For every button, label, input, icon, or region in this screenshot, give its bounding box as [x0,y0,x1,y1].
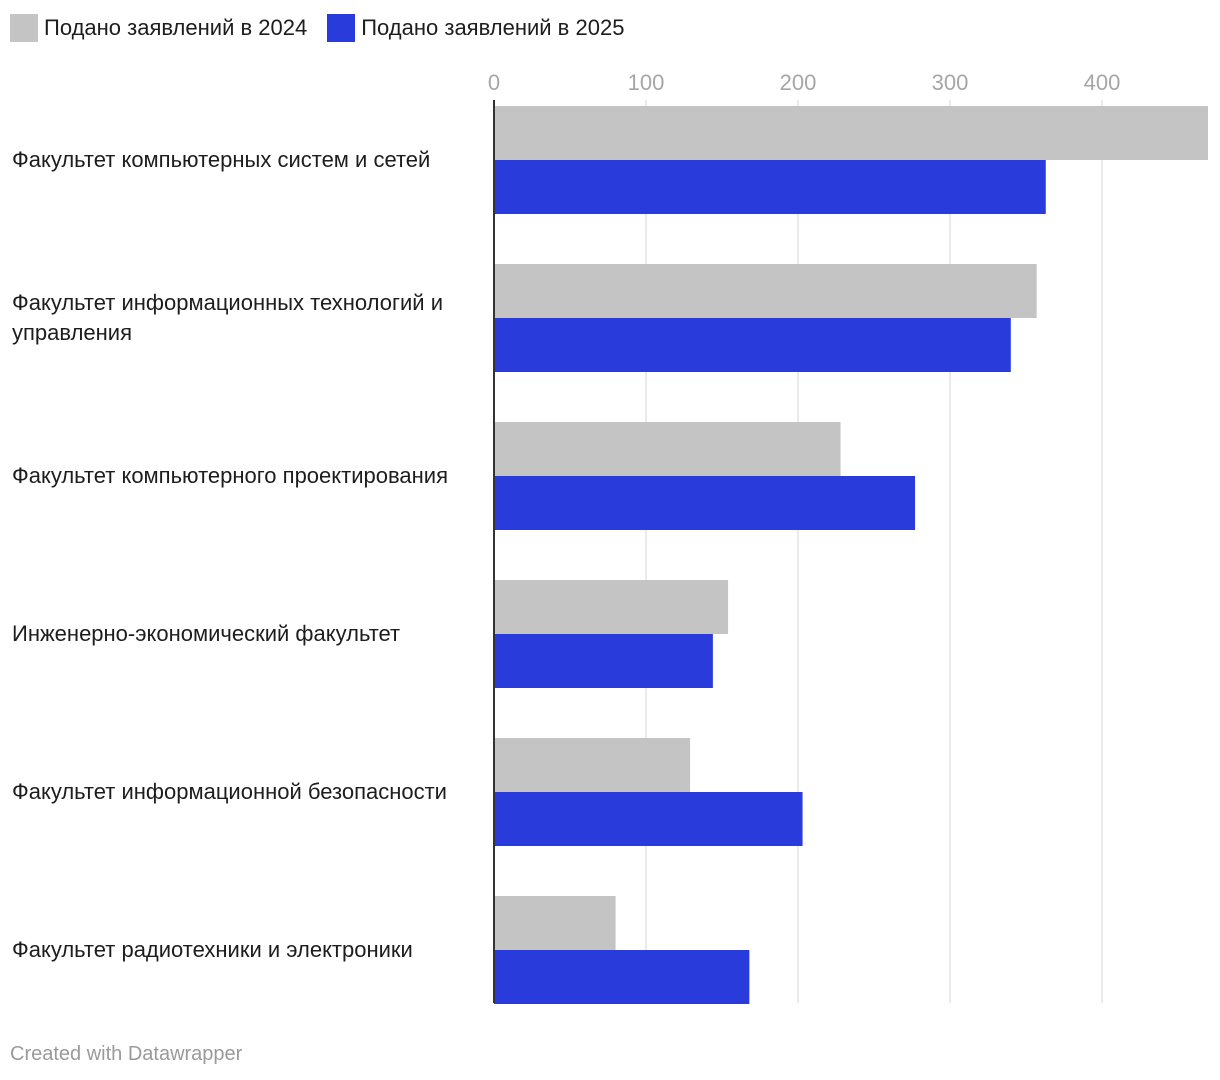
legend-swatch-2025 [327,14,356,42]
legend-label-2024: Подано заявлений в 2024 [44,15,308,40]
bar [494,106,1208,160]
category-label: Факультет компьютерного проектирования [12,463,449,488]
bar [494,264,1037,318]
category-label: Факультет компьютерных систем и сетей [12,147,431,172]
legend-swatch-2024 [10,14,38,42]
x-tick-label: 300 [932,70,969,95]
legend-item-2024: Подано заявлений в 2024 [10,14,307,42]
legend: Подано заявлений в 2024 Подано заявлений… [10,12,644,44]
bar [494,318,1011,372]
x-tick-label: 400 [1084,70,1121,95]
legend-item-2025: Подано заявлений в 2025 [327,14,624,42]
bar [494,160,1046,214]
bar [494,580,729,634]
bar [494,476,916,530]
bar [494,738,691,792]
legend-label-2025: Подано заявлений в 2025 [361,15,625,40]
bar [494,950,750,1004]
credit-text: Created with Datawrapper [10,1043,243,1065]
category-label: Факультет информационной безопасности [12,779,447,804]
x-tick-label: 0 [488,70,500,95]
bar-chart: 0 100 200 300 400 [488,70,1208,1004]
bar [494,422,841,476]
category-label: Факультет радиотехники и электроники [12,937,413,962]
x-tick-label: 200 [780,70,817,95]
bar [494,792,803,846]
bar [494,896,616,950]
x-tick-label: 100 [628,70,665,95]
category-label: Факультет информационных технологий и уп… [12,290,443,345]
bar [494,634,713,688]
category-label: Инженерно-экономический факультет [12,621,401,646]
